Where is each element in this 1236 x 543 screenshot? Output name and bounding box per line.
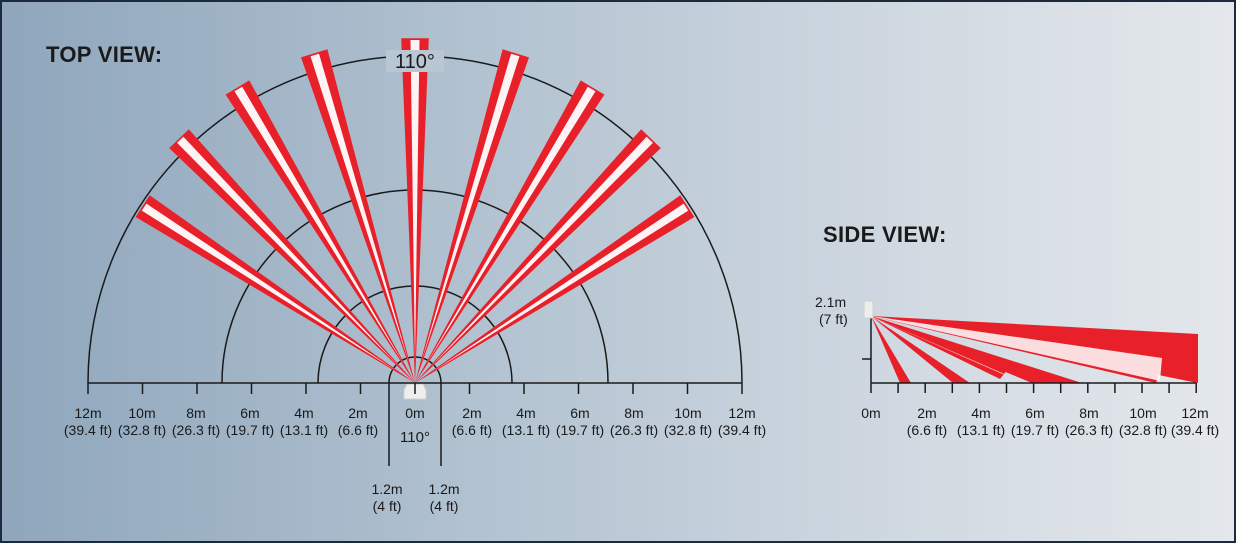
top-scale-right-ft-4: (32.8 ft): [664, 422, 712, 438]
top-axis-ticks: [87, 383, 743, 394]
top-scale-left-m-3: 6m: [240, 405, 259, 421]
top-view-title: TOP VIEW:: [46, 42, 163, 67]
top-scale-center-m: 0m: [405, 405, 424, 421]
top-beam-stripe-5: [420, 53, 520, 364]
side-beam-gap: [871, 316, 1007, 376]
offset-left-ft: (4 ft): [373, 498, 402, 514]
top-scale-right-m-2: 6m: [570, 405, 589, 421]
top-scale-right-m-4: 10m: [674, 405, 701, 421]
side-scale-m-6: 12m: [1181, 405, 1208, 421]
side-sensor-icon: [863, 300, 874, 319]
top-scale-right-m-1: 4m: [516, 405, 535, 421]
top-beam-2: [225, 80, 415, 384]
top-scale-left-ft-3: (19.7 ft): [226, 422, 274, 438]
top-beams: [135, 38, 695, 384]
side-beams: [871, 316, 1198, 383]
top-beam-stripe-3: [310, 53, 410, 364]
top-scale-right-ft-0: (6.6 ft): [452, 422, 492, 438]
top-scale-left-ft-1: (32.8 ft): [118, 422, 166, 438]
top-scale-left-ft-2: (26.3 ft): [172, 422, 220, 438]
top-beam-stripe-0: [141, 203, 399, 373]
top-scale-left-ft-5: (6.6 ft): [338, 422, 378, 438]
side-beam-1: [871, 316, 970, 383]
top-scale-left-m-2: 8m: [186, 405, 205, 421]
top-beam-stripe-8: [431, 203, 689, 373]
side-beam-0: [871, 316, 911, 383]
top-angle-label: 110°: [395, 51, 435, 73]
top-beam-stripe-1: [177, 136, 402, 369]
top-scale-right-ft-3: (26.3 ft): [610, 422, 658, 438]
side-scale-ft-3: (19.7 ft): [1011, 422, 1059, 438]
top-beam-stripe-6: [425, 86, 596, 366]
side-height-m: 2.1m: [815, 294, 846, 310]
top-beam-stripe-7: [428, 136, 653, 369]
side-scale-m-4: 8m: [1079, 405, 1098, 421]
side-view-title: SIDE VIEW:: [823, 222, 947, 247]
side-beam-3: [871, 316, 1082, 383]
top-scale-left-ft-0: (39.4 ft): [64, 422, 112, 438]
top-scale-left-ft-4: (13.1 ft): [280, 422, 328, 438]
side-beam-gap: [871, 316, 1162, 381]
side-scale-m-0: 0m: [861, 405, 880, 421]
side-scale-m-3: 6m: [1025, 405, 1044, 421]
side-scale-m-1: 2m: [917, 405, 936, 421]
top-beam-stripe-4: [410, 40, 420, 363]
top-beam-5: [415, 49, 529, 384]
side-scale-m-2: 4m: [971, 405, 990, 421]
bottom-angle-label: 110°: [400, 429, 430, 446]
top-scale-right-ft-5: (39.4 ft): [718, 422, 766, 438]
angle-label-backdrop: [386, 50, 444, 72]
top-beam-0: [135, 195, 415, 383]
top-beam-8: [415, 195, 695, 383]
side-beam-2: [871, 316, 1008, 379]
top-scale-left-m-0: 12m: [74, 405, 101, 421]
side-axis-ticks: [870, 383, 1197, 393]
top-scale-left-m-5: 2m: [348, 405, 367, 421]
side-scale-ft-4: (26.3 ft): [1065, 422, 1113, 438]
side-scale-ft-5: (32.8 ft): [1119, 422, 1167, 438]
offset-right-m: 1.2m: [428, 481, 459, 497]
side-height-ft: (7 ft): [819, 311, 848, 327]
side-scale-m-5: 10m: [1129, 405, 1156, 421]
top-beam-3: [301, 49, 415, 384]
side-scale-ft-6: (39.4 ft): [1171, 422, 1219, 438]
top-beam-6: [415, 80, 605, 384]
top-scale-left-m-4: 4m: [294, 405, 313, 421]
top-scale-right-m-5: 12m: [728, 405, 755, 421]
side-scale-ft-2: (13.1 ft): [957, 422, 1005, 438]
side-scale-ft-1: (6.6 ft): [907, 422, 947, 438]
offset-right-ft: (4 ft): [430, 498, 459, 514]
offset-left-m: 1.2m: [371, 481, 402, 497]
top-scale-right-m-0: 2m: [462, 405, 481, 421]
top-scale-right-m-3: 8m: [624, 405, 643, 421]
top-scale-left-m-1: 10m: [128, 405, 155, 421]
top-scale-right-ft-1: (13.1 ft): [502, 422, 550, 438]
top-beam-stripe-2: [234, 86, 405, 366]
top-scale-right-ft-2: (19.7 ft): [556, 422, 604, 438]
